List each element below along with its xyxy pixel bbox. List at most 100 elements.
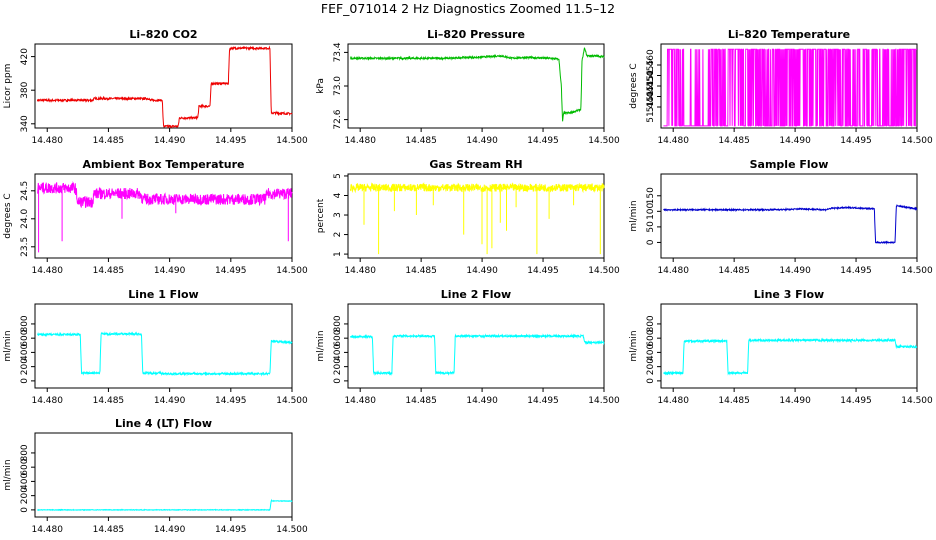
x-tick-label: 14.480: [657, 136, 689, 146]
x-tick-label: 14.500: [588, 136, 620, 146]
y-tick-label: 73.4: [333, 42, 343, 62]
y-tick-label: 51.460: [646, 49, 656, 81]
y-tick-label: 200: [333, 358, 343, 375]
panel-ambient-box-temperature: Ambient Box Temperature degrees C 14.480 14…: [3, 158, 308, 276]
series-line-line-3-flow: [663, 337, 918, 376]
x-tick-label: 14.480: [31, 525, 63, 535]
x-tick-label: 14.485: [93, 266, 125, 276]
y-tick-label: 0: [333, 378, 343, 384]
y-tick-label: 5: [333, 173, 343, 179]
y-axis-label: kPa: [316, 78, 326, 94]
x-tick-label: 14.485: [718, 266, 750, 276]
plot-frame: [34, 303, 293, 389]
y-axis-label: ml/min: [3, 330, 13, 361]
plot-frame: [347, 303, 605, 389]
panel-li-820-co2: Li–820 CO2 Licor ppm 14.480 14.485 14.490 14.…: [3, 28, 308, 146]
x-tick-label: 14.500: [276, 396, 308, 406]
y-axis-label: percent: [316, 198, 326, 233]
y-tick-label: 100: [646, 202, 656, 219]
panel-line-1-flow: Line 1 Flow ml/min 14.480 14.485 14.490 14.49…: [3, 288, 308, 406]
x-tick-label: 14.495: [840, 266, 872, 276]
x-tick-label: 14.500: [588, 266, 620, 276]
y-tick-label: 2: [333, 232, 343, 238]
y-tick-label: 400: [20, 344, 30, 361]
y-axis-label: ml/min: [629, 200, 639, 231]
panel-title: Gas Stream RH: [429, 158, 522, 171]
panel-sample-flow: Sample Flow ml/min 14.480 14.485 14.490 14.49…: [629, 158, 933, 276]
panel-title: Li–820 Pressure: [427, 28, 525, 41]
panel-line-2-flow: Line 2 Flow ml/min 14.480 14.485 14.490 14.49…: [316, 288, 620, 406]
y-tick-label: 51.455: [646, 60, 656, 92]
x-tick-label: 14.490: [154, 525, 186, 535]
y-tick-label: 200: [20, 358, 30, 375]
series-line-line-2-flow: [349, 333, 605, 376]
x-tick-label: 14.495: [527, 266, 559, 276]
y-tick-label: 0: [20, 507, 30, 513]
y-tick-label: 400: [20, 473, 30, 490]
y-tick-label: 51.445: [646, 81, 656, 113]
panel-title: Line 4 (LT) Flow: [115, 417, 212, 430]
y-tick-label: 150: [646, 187, 656, 204]
y-tick-label: 380: [20, 81, 30, 98]
panel-title: Line 3 Flow: [754, 288, 824, 301]
panel-title: Line 2 Flow: [441, 288, 511, 301]
x-tick-label: 14.495: [527, 396, 559, 406]
x-tick-label: 14.480: [31, 266, 63, 276]
x-tick-label: 14.485: [93, 525, 125, 535]
series-line-li-820-co2: [36, 45, 293, 129]
x-tick-label: 14.480: [344, 136, 376, 146]
x-tick-label: 14.490: [779, 266, 811, 276]
panel-title: Li–820 CO2: [129, 28, 197, 41]
x-tick-label: 14.490: [154, 396, 186, 406]
panel-title: Line 1 Flow: [128, 288, 198, 301]
x-tick-label: 14.485: [405, 396, 437, 406]
y-tick-label: 600: [646, 329, 656, 346]
x-tick-label: 14.495: [527, 136, 559, 146]
series-line-li-820-temperature: [663, 48, 917, 127]
x-tick-label: 14.480: [344, 266, 376, 276]
x-tick-label: 14.485: [718, 136, 750, 146]
x-tick-label: 14.490: [779, 396, 811, 406]
y-tick-label: 400: [646, 344, 656, 361]
x-tick-label: 14.500: [276, 266, 308, 276]
x-tick-label: 14.490: [779, 136, 811, 146]
y-tick-label: 420: [20, 48, 30, 65]
x-tick-label: 14.480: [31, 396, 63, 406]
figure-title: FEF_071014 2 Hz Diagnostics Zoomed 11.5–…: [320, 1, 616, 16]
x-tick-label: 14.490: [466, 266, 498, 276]
series-line-ambient-box-temperature: [36, 181, 293, 253]
plot-frame: [660, 303, 918, 389]
y-tick-label: 200: [20, 487, 30, 504]
y-axis-label: ml/min: [316, 330, 326, 361]
series-line-gas-stream-rh: [349, 181, 605, 255]
y-axis-label: ml/min: [629, 330, 639, 361]
y-tick-label: 800: [20, 315, 30, 332]
x-tick-label: 14.480: [31, 136, 63, 146]
panel-li-820-pressure: Li–820 Pressure kPa 14.480 14.485 14.490 14.4…: [316, 28, 620, 146]
x-tick-label: 14.495: [215, 525, 247, 535]
x-tick-label: 14.490: [154, 266, 186, 276]
panel-title: Ambient Box Temperature: [83, 158, 245, 171]
x-tick-label: 14.500: [588, 396, 620, 406]
y-tick-label: 51.440: [646, 91, 656, 123]
y-axis-label: degrees C: [3, 193, 13, 238]
panel-line-4-lt-flow: Line 4 (LT) Flow ml/min 14.480 14.485 14.490…: [3, 417, 308, 535]
y-tick-label: 24.0: [20, 209, 30, 229]
y-tick-label: 200: [646, 358, 656, 375]
panel-title: Sample Flow: [750, 158, 829, 171]
x-tick-label: 14.500: [901, 396, 933, 406]
y-tick-label: 50: [646, 221, 656, 233]
plot-frame: [34, 43, 293, 129]
series-line-li-820-pressure: [349, 47, 605, 122]
x-tick-label: 14.485: [93, 136, 125, 146]
y-tick-label: 23.5: [20, 237, 30, 257]
y-tick-label: 340: [20, 115, 30, 132]
x-tick-label: 14.495: [840, 396, 872, 406]
x-tick-label: 14.490: [466, 396, 498, 406]
y-tick-label: 0: [20, 378, 30, 384]
y-tick-label: 800: [333, 315, 343, 332]
y-tick-label: 600: [20, 329, 30, 346]
x-tick-label: 14.485: [93, 396, 125, 406]
